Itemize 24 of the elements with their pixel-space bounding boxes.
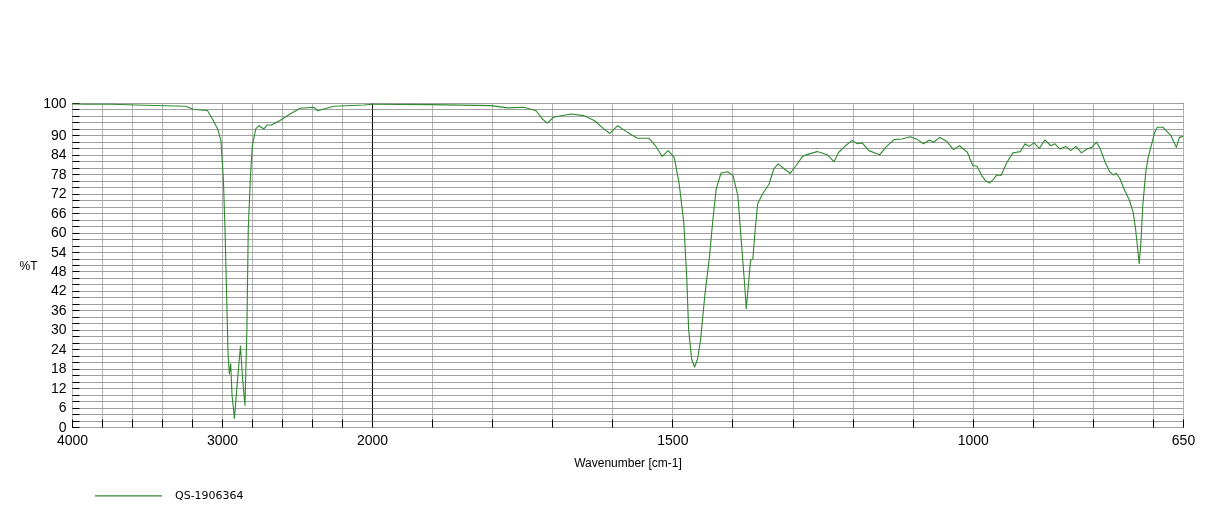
y-tick-label: 24	[50, 340, 67, 357]
y-tick-label: 100	[43, 94, 67, 111]
y-tick-label: 90	[50, 126, 67, 143]
x-tick-label: 1000	[957, 431, 990, 448]
y-tick-label: 78	[50, 165, 67, 182]
y-axis-title: %T	[19, 258, 39, 273]
y-tick-label: 66	[50, 204, 67, 221]
x-tick-label: 2000	[356, 431, 389, 448]
y-tick-label: 48	[50, 262, 67, 279]
y-tick-label: 54	[50, 243, 67, 260]
text: QS-1906364	[175, 488, 244, 502]
y-tick-label: 30	[50, 321, 67, 338]
y-tick-label: 60	[50, 224, 67, 241]
y-tick-label: 72	[50, 185, 67, 202]
y-tick-label: 12	[50, 379, 67, 396]
y-tick-label: 6	[58, 399, 67, 416]
x-axis-title: Wavenumber [cm-1]	[574, 455, 682, 470]
y-tick-label: 84	[50, 146, 67, 163]
x-tick-label: 1500	[657, 431, 689, 448]
y-tick-label: 42	[50, 282, 67, 299]
y-tick-label: 18	[50, 360, 67, 377]
y-tick-label: 36	[50, 301, 67, 318]
x-tick-label: 650	[1171, 431, 1196, 448]
x-tick-label: 3000	[206, 431, 239, 448]
